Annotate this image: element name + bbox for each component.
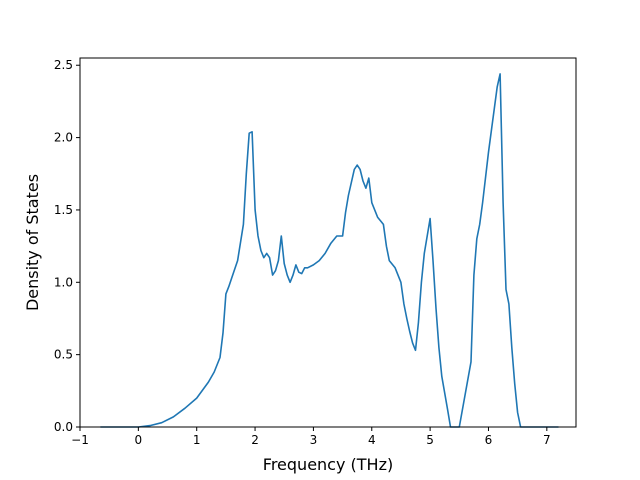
x-tick-label: 7 (543, 433, 551, 447)
x-axis-label: Frequency (THz) (263, 455, 393, 474)
y-tick-label: 1.5 (54, 203, 73, 217)
x-tick-label: 2 (251, 433, 259, 447)
x-tick-label: 5 (426, 433, 434, 447)
x-tick-label: −1 (71, 433, 89, 447)
axes-frame (79, 57, 577, 428)
x-tick-label: 3 (310, 433, 318, 447)
ticks-layer: −1 0 1 2 3 4 5 6 7 0.0 0.5 1.0 1.5 2.0 2.5 (54, 58, 551, 447)
y-tick-label: 0.5 (54, 348, 73, 362)
y-tick-label: 0.0 (54, 420, 73, 434)
plot-layer (100, 73, 559, 428)
y-tick-label: 1.0 (54, 275, 73, 289)
x-tick-label: 1 (193, 433, 201, 447)
x-tick-label: 4 (368, 433, 376, 447)
y-axis-label: Density of States (23, 174, 42, 311)
y-tick-label: 2.5 (54, 58, 73, 72)
series-line-0 (100, 73, 559, 428)
x-tick-label: 6 (485, 433, 493, 447)
x-tick-label: 0 (135, 433, 143, 447)
y-tick-label: 2.0 (54, 131, 73, 145)
